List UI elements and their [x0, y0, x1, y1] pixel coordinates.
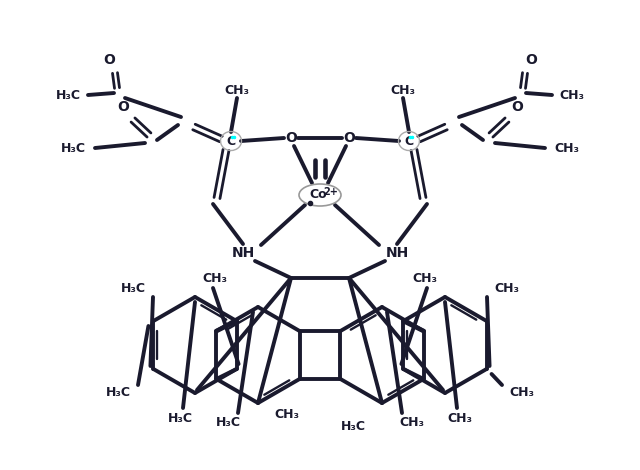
- Text: CH₃: CH₃: [399, 416, 424, 430]
- Text: O: O: [525, 53, 537, 67]
- Text: CH₃: CH₃: [225, 84, 250, 96]
- Text: CH₃: CH₃: [202, 272, 227, 284]
- Text: CH₃: CH₃: [554, 141, 579, 155]
- Text: H₃C: H₃C: [340, 421, 365, 433]
- Text: CH₃: CH₃: [509, 385, 534, 399]
- Text: O: O: [103, 53, 115, 67]
- Text: O: O: [343, 131, 355, 145]
- Text: H₃C: H₃C: [106, 385, 131, 399]
- Text: CH₃: CH₃: [559, 88, 584, 102]
- Text: CH₃: CH₃: [390, 84, 415, 96]
- Text: CH₃: CH₃: [275, 408, 300, 422]
- Text: C: C: [404, 134, 413, 148]
- Text: CH₃: CH₃: [447, 412, 472, 424]
- Text: NH: NH: [385, 246, 408, 260]
- Text: C: C: [227, 134, 236, 148]
- Text: CH₃: CH₃: [413, 272, 438, 284]
- Text: Co: Co: [309, 188, 327, 201]
- Text: H₃C: H₃C: [61, 141, 86, 155]
- Text: H₃C: H₃C: [168, 412, 193, 424]
- Text: O: O: [511, 100, 523, 114]
- Text: CH₃: CH₃: [495, 282, 520, 295]
- Text: H₃C: H₃C: [216, 416, 241, 430]
- Text: H₃C: H₃C: [56, 88, 81, 102]
- Text: O: O: [285, 131, 297, 145]
- Text: 2+: 2+: [324, 187, 339, 197]
- Text: O: O: [117, 100, 129, 114]
- Text: H₃C: H₃C: [120, 282, 145, 295]
- Text: NH: NH: [232, 246, 255, 260]
